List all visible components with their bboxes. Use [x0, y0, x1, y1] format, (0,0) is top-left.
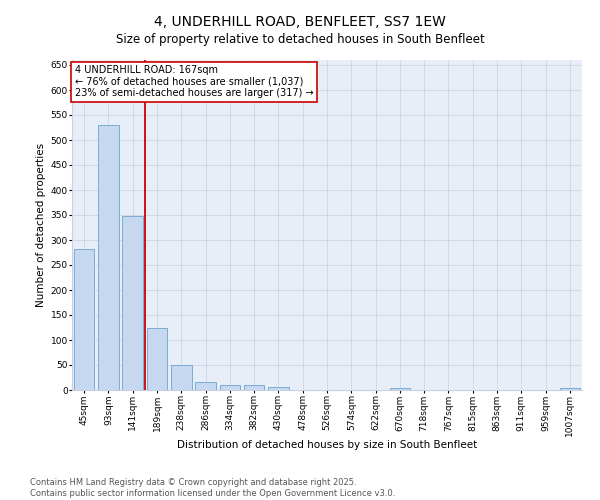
- Text: Contains HM Land Registry data © Crown copyright and database right 2025.
Contai: Contains HM Land Registry data © Crown c…: [30, 478, 395, 498]
- Text: 4 UNDERHILL ROAD: 167sqm
← 76% of detached houses are smaller (1,037)
23% of sem: 4 UNDERHILL ROAD: 167sqm ← 76% of detach…: [74, 65, 313, 98]
- Bar: [98, 125, 119, 390]
- Bar: [122, 216, 143, 390]
- Bar: [268, 386, 289, 390]
- Bar: [389, 388, 410, 390]
- Bar: [74, 249, 94, 390]
- Bar: [195, 382, 216, 390]
- Bar: [560, 388, 580, 390]
- Text: 4, UNDERHILL ROAD, BENFLEET, SS7 1EW: 4, UNDERHILL ROAD, BENFLEET, SS7 1EW: [154, 15, 446, 29]
- Text: Size of property relative to detached houses in South Benfleet: Size of property relative to detached ho…: [116, 32, 484, 46]
- Bar: [171, 365, 191, 390]
- Y-axis label: Number of detached properties: Number of detached properties: [37, 143, 46, 307]
- Bar: [244, 385, 265, 390]
- Bar: [146, 328, 167, 390]
- Bar: [220, 384, 240, 390]
- X-axis label: Distribution of detached houses by size in South Benfleet: Distribution of detached houses by size …: [177, 440, 477, 450]
